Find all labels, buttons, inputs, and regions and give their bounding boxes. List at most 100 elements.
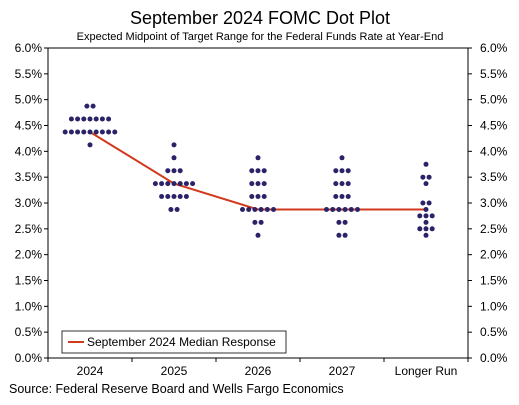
median-polyline bbox=[89, 131, 426, 211]
dot bbox=[177, 181, 183, 187]
y-tick-label-left: 6.0% bbox=[15, 41, 43, 55]
dot bbox=[106, 116, 112, 122]
y-tick-label-right: 6.0% bbox=[480, 41, 508, 55]
dot bbox=[423, 207, 429, 212]
dot bbox=[62, 129, 68, 135]
dot bbox=[258, 219, 264, 225]
y-tick-label-left: 3.5% bbox=[15, 170, 43, 184]
y-tick-label-right: 0.5% bbox=[480, 325, 508, 339]
dot bbox=[171, 194, 177, 199]
dot bbox=[336, 207, 342, 212]
x-tick-label: 2024 bbox=[77, 364, 104, 378]
dot bbox=[246, 207, 252, 212]
dot bbox=[99, 116, 105, 122]
y-tick-label-right: 3.5% bbox=[480, 170, 508, 184]
dot bbox=[106, 129, 112, 135]
y-tick-label-right: 1.0% bbox=[480, 299, 508, 313]
dot bbox=[342, 207, 348, 212]
y-tick-label-right: 3.0% bbox=[480, 196, 508, 210]
y-tick-label-left: 4.5% bbox=[15, 119, 43, 133]
dot bbox=[330, 207, 336, 212]
median-line bbox=[89, 131, 426, 211]
dot bbox=[271, 207, 276, 212]
plot-area bbox=[47, 47, 469, 359]
dot bbox=[249, 194, 255, 199]
dot bbox=[264, 207, 270, 212]
y-tick-label-right: 2.0% bbox=[480, 248, 508, 262]
dot bbox=[249, 181, 255, 187]
dot bbox=[339, 194, 345, 199]
dot bbox=[355, 207, 360, 212]
dot bbox=[252, 207, 258, 212]
dot bbox=[84, 103, 90, 109]
dot bbox=[68, 129, 74, 135]
dot bbox=[333, 168, 339, 174]
dot bbox=[240, 207, 245, 212]
y-tick-label-right: 4.0% bbox=[480, 144, 508, 158]
dot bbox=[99, 129, 105, 135]
dot bbox=[165, 181, 171, 187]
dot bbox=[171, 181, 177, 187]
dot bbox=[417, 226, 423, 232]
dot bbox=[429, 213, 435, 219]
y-tick-label-left: 0.5% bbox=[15, 325, 43, 339]
y-tick-label-left: 2.5% bbox=[15, 222, 43, 236]
dot bbox=[68, 116, 74, 122]
dot bbox=[183, 181, 189, 187]
legend: September 2024 Median Response bbox=[61, 330, 287, 354]
y-tick-label-left: 2.0% bbox=[15, 248, 43, 262]
x-tick-label: 2026 bbox=[245, 364, 272, 378]
y-tick-label-right: 0.0% bbox=[480, 351, 508, 365]
x-axis: 2024 2025 2026 2027 Longer Run bbox=[47, 358, 469, 378]
y-tick-label-left: 5.5% bbox=[15, 67, 43, 81]
dot bbox=[336, 219, 342, 225]
dot bbox=[423, 232, 429, 238]
dot bbox=[249, 168, 255, 174]
x-tick-label: 2025 bbox=[161, 364, 188, 378]
dot bbox=[171, 168, 177, 174]
dot bbox=[81, 129, 87, 135]
dot bbox=[90, 103, 96, 109]
dot bbox=[345, 168, 351, 174]
chart-subtitle: Expected Midpoint of Target Range for th… bbox=[77, 31, 444, 43]
dot bbox=[171, 142, 177, 148]
dot bbox=[426, 174, 432, 180]
dot bbox=[423, 213, 429, 219]
dot bbox=[420, 174, 426, 180]
y-tick-label-right: 5.0% bbox=[480, 93, 508, 107]
dot bbox=[177, 168, 183, 174]
dot bbox=[423, 181, 429, 187]
dot bbox=[423, 219, 429, 225]
dot bbox=[258, 207, 264, 212]
dot bbox=[93, 129, 99, 135]
y-axis: 0.0% 0.0% 0.5% 0.5% 1.0% 1.0% 1.5% 1.5% 2.0% 2.0%… bbox=[15, 41, 508, 365]
dot bbox=[87, 116, 93, 122]
dot bbox=[261, 194, 267, 199]
y-tick-label-left: 1.0% bbox=[15, 299, 43, 313]
dot bbox=[255, 181, 261, 187]
dot bbox=[112, 129, 118, 135]
dot bbox=[345, 194, 351, 199]
dot bbox=[174, 207, 180, 212]
chart-title: September 2024 FOMC Dot Plot bbox=[130, 8, 390, 28]
x-tick-label: Longer Run bbox=[395, 364, 458, 378]
y-tick-label-left: 0.0% bbox=[15, 351, 43, 365]
dot bbox=[345, 181, 351, 187]
dot bbox=[420, 200, 426, 206]
dot bbox=[429, 226, 435, 232]
dot bbox=[261, 181, 267, 187]
y-tick-label-left: 3.0% bbox=[15, 196, 43, 210]
dot bbox=[165, 168, 171, 174]
y-tick-label-left: 4.0% bbox=[15, 144, 43, 158]
dot bbox=[423, 161, 429, 167]
dot bbox=[255, 168, 261, 174]
dots bbox=[62, 103, 435, 238]
dot bbox=[168, 207, 174, 212]
y-tick-label-right: 2.5% bbox=[480, 222, 508, 236]
dot bbox=[255, 155, 261, 161]
x-tick-label: 2027 bbox=[329, 364, 356, 378]
dot bbox=[261, 168, 267, 174]
dot bbox=[177, 194, 183, 199]
dot bbox=[93, 116, 99, 122]
